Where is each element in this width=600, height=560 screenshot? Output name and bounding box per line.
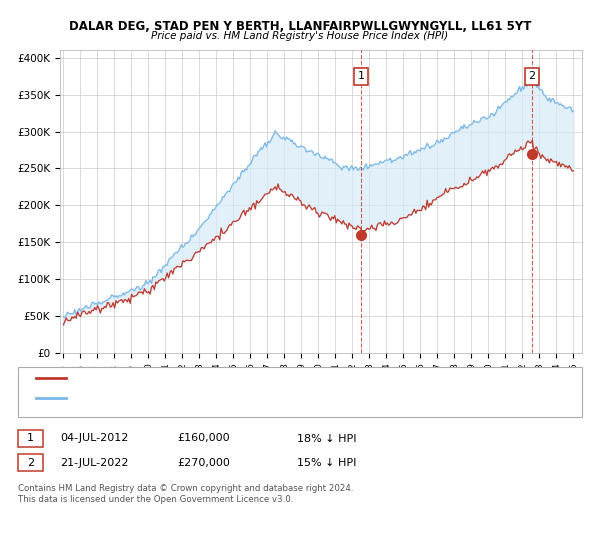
Text: 2: 2 <box>528 71 535 81</box>
Text: Price paid vs. HM Land Registry's House Price Index (HPI): Price paid vs. HM Land Registry's House … <box>151 31 449 41</box>
Text: 1: 1 <box>358 71 364 81</box>
Text: 15% ↓ HPI: 15% ↓ HPI <box>297 458 356 468</box>
Text: £270,000: £270,000 <box>177 458 230 468</box>
Text: 2: 2 <box>27 458 34 468</box>
Text: 18% ↓ HPI: 18% ↓ HPI <box>297 433 356 444</box>
Text: DALAR DEG, STAD PEN Y BERTH, LLANFAIRPWLLGWYNGYLL, LL61 5YT (detached house): DALAR DEG, STAD PEN Y BERTH, LLANFAIRPWL… <box>72 374 487 382</box>
Text: 1: 1 <box>27 433 34 444</box>
Text: DALAR DEG, STAD PEN Y BERTH, LLANFAIRPWLLGWYNGYLL, LL61 5YT: DALAR DEG, STAD PEN Y BERTH, LLANFAIRPWL… <box>69 20 531 32</box>
Text: Contains HM Land Registry data © Crown copyright and database right 2024.
This d: Contains HM Land Registry data © Crown c… <box>18 484 353 504</box>
Text: 04-JUL-2012: 04-JUL-2012 <box>60 433 128 444</box>
Text: HPI: Average price, detached house, Isle of Anglesey: HPI: Average price, detached house, Isle… <box>72 393 323 402</box>
Text: 21-JUL-2022: 21-JUL-2022 <box>60 458 128 468</box>
Text: £160,000: £160,000 <box>177 433 230 444</box>
